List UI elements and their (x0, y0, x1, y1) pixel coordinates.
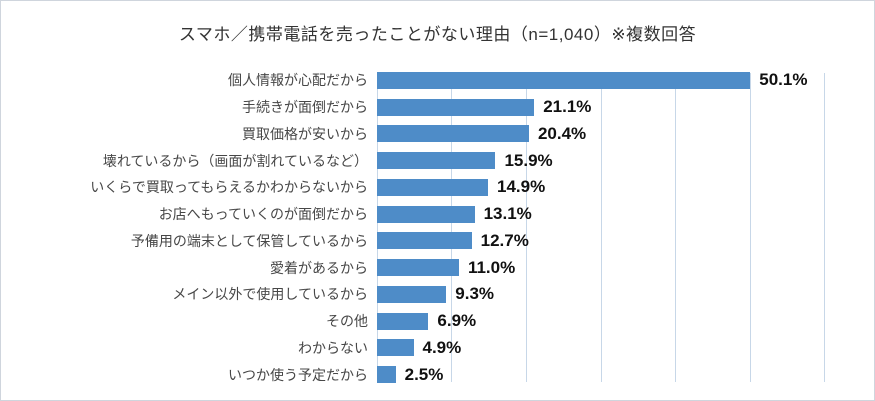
bar-row: 買取価格が安いから 20.4% (9, 121, 866, 146)
bar-track: 21.1% (377, 95, 824, 120)
bar (377, 98, 535, 116)
bar-row: 予備用の端末として保管しているから 12.7% (9, 228, 866, 253)
gridline (377, 73, 378, 382)
value-label: 13.1% (483, 204, 532, 224)
gridline (674, 73, 676, 382)
bar-row: いつか使う予定だから 2.5% (9, 362, 866, 387)
bar-track: 6.9% (377, 309, 824, 334)
bar (377, 366, 396, 384)
bar (377, 205, 475, 223)
value-label: 6.9% (437, 311, 477, 331)
bar (377, 312, 429, 330)
gridline (600, 73, 602, 382)
value-label: 21.1% (543, 97, 592, 117)
category-label: いくらで買取ってもらえるかわからないから (90, 179, 368, 196)
gridline (824, 73, 825, 382)
bar-track: 13.1% (377, 202, 824, 227)
bar-row: お店へもっていくのが面倒だから 13.1% (9, 202, 866, 227)
bar (377, 232, 472, 250)
bar-track: 15.9% (377, 148, 824, 173)
bar-track: 20.4% (377, 121, 824, 146)
value-label: 14.9% (497, 177, 546, 197)
bar-track: 50.1% (377, 68, 824, 93)
category-label: いつか使う予定だから (228, 366, 368, 383)
value-label: 9.3% (455, 284, 495, 304)
chart-title: スマホ／携帯電話を売ったことがない理由（n=1,040）※複数回答 (178, 25, 697, 44)
category-label: 愛着があるから (270, 259, 368, 276)
value-label: 4.9% (422, 337, 462, 357)
value-label: 20.4% (537, 123, 587, 143)
gridline (451, 73, 453, 382)
category-label: その他 (326, 313, 368, 330)
bar-rows: 個人情報が心配だから 50.1% 手続きが面倒だから 21.1% 買取価格が安いから 20… (9, 67, 866, 388)
bar-track: 11.0% (377, 255, 824, 280)
bar (377, 285, 447, 303)
bar-row: メイン以外で使用しているから 9.3% (9, 282, 866, 307)
value-label: 2.5% (404, 364, 444, 384)
value-label: 50.1% (759, 70, 808, 90)
category-label: お店へもっていくのが面倒だから (158, 206, 368, 223)
gridline (749, 73, 751, 382)
gridlines (377, 73, 825, 382)
bar-row: 壊れているから（画面が割れているなど） 15.9% (9, 148, 866, 173)
bar (377, 71, 751, 89)
value-label: 15.9% (504, 150, 553, 170)
bar-track: 14.9% (377, 175, 824, 200)
category-label: 手続きが面倒だから (242, 99, 368, 116)
gridline (525, 73, 527, 382)
category-label: 買取価格が安いから (242, 125, 368, 142)
category-label: メイン以外で使用しているから (172, 286, 368, 303)
bar-track: 4.9% (377, 335, 824, 360)
bar (377, 178, 488, 196)
category-label: わからない (298, 339, 368, 356)
category-label: 壊れているから（画面が割れているなど） (102, 152, 368, 169)
category-label: 予備用の端末として保管しているから (130, 232, 368, 249)
bar-row: 愛着があるから 11.0% (9, 255, 866, 280)
bar (377, 339, 414, 357)
bar (377, 125, 529, 143)
bar-track: 12.7% (377, 228, 824, 253)
bar-row: わからない 4.9% (9, 335, 866, 360)
bar (377, 259, 459, 277)
bar-track: 9.3% (377, 282, 824, 307)
bar-track: 2.5% (377, 362, 824, 387)
value-label: 11.0% (467, 257, 516, 277)
bar-row: 手続きが面倒だから 21.1% (9, 95, 866, 120)
plot-area: 個人情報が心配だから 50.1% 手続きが面倒だから 21.1% 買取価格が安いから 20… (9, 67, 866, 388)
bar-row: いくらで買取ってもらえるかわからないから 14.9% (9, 175, 866, 200)
value-label: 12.7% (480, 230, 529, 250)
bar-row: 個人情報が心配だから 50.1% (9, 68, 866, 93)
category-label: 個人情報が心配だから (228, 72, 368, 89)
bar (377, 152, 496, 170)
bar-row: その他 6.9% (9, 309, 866, 334)
